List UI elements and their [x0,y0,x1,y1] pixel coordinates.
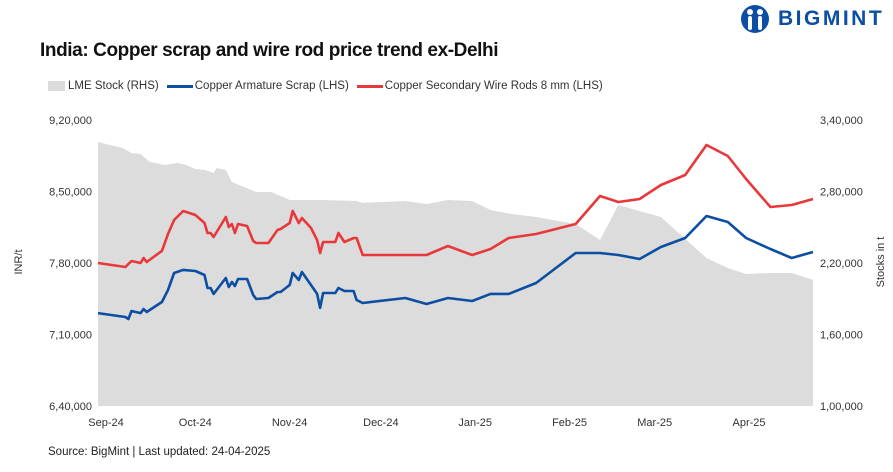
legend-label-armature: Copper Armature Scrap (LHS) [194,80,349,92]
y-tick-right: 2,80,000 [820,187,863,199]
y-tick-left: 6,40,000 [49,401,92,413]
legend-item-lme-stock: LME Stock (RHS) [48,80,159,92]
y-tick-left: 7,10,000 [49,330,92,342]
series-lme-stock-area [98,142,813,406]
y-tick-right: 1,00,000 [820,401,863,413]
legend-label-lme: LME Stock (RHS) [68,80,159,92]
x-tick: Oct-24 [179,417,212,429]
legend-swatch-wire-rods [356,84,383,88]
legend-label-wire-rods: Copper Secondary Wire Rods 8 mm (LHS) [384,80,603,92]
x-tick: Jan-25 [458,417,492,429]
chart-title: India: Copper scrap and wire rod price t… [40,40,499,61]
legend-item-armature-scrap: Copper Armature Scrap (LHS) [166,80,349,92]
y-axis-label-right: Stocks in t [875,237,887,288]
y-axis-label-left: INR/t [13,249,25,274]
legend-swatch-armature [166,84,193,88]
legend: LME Stock (RHS) Copper Armature Scrap (L… [48,80,611,92]
y-tick-left: 9,20,000 [49,115,92,127]
y-tick-right: 2,20,000 [820,258,863,270]
series-wire-rods-line [97,143,814,269]
x-tick: Feb-25 [552,417,587,429]
x-tick: Mar-25 [637,417,672,429]
bigmint-logo-text: BIGMINT [778,7,885,30]
y-tick-right: 1,60,000 [820,330,863,342]
x-tick: Apr-25 [733,417,766,429]
x-tick: Sep-24 [88,417,123,429]
legend-swatch-lme [48,81,65,91]
legend-item-wire-rods: Copper Secondary Wire Rods 8 mm (LHS) [356,80,603,92]
y-tick-right: 3,40,000 [820,115,863,127]
source-note: Source: BigMint | Last updated: 24-04-20… [48,446,271,458]
y-tick-left: 8,50,000 [49,187,92,199]
y-tick-left: 7,80,000 [49,258,92,270]
x-tick: Nov-24 [272,417,307,429]
bigmint-logo-icon [741,5,769,33]
x-tick: Dec-24 [363,417,398,429]
bigmint-logo: BIGMINT [738,4,884,34]
series-armature-scrap-line [97,214,814,321]
